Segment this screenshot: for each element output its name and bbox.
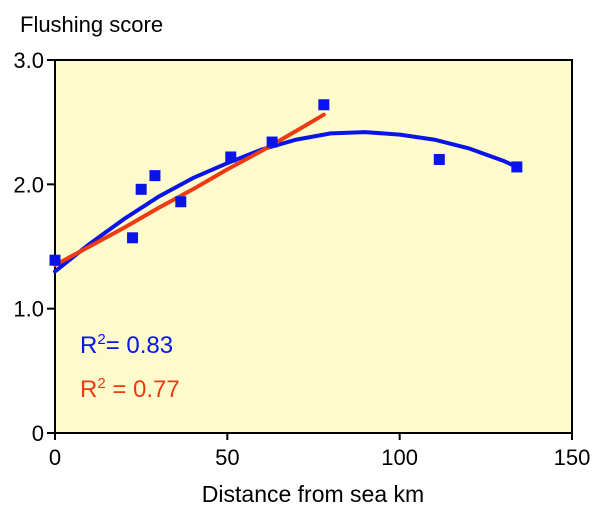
r2-annotation-red: R2 = 0.77	[80, 375, 180, 403]
data-point	[149, 170, 161, 182]
data-point	[49, 254, 61, 266]
y-tick-label: 1.0	[13, 297, 44, 322]
y-tick-label: 2.0	[13, 172, 44, 197]
r2-blue-sup: 2	[97, 331, 105, 348]
chart-title: Flushing score	[20, 12, 163, 37]
r2-annotation-blue: R2= 0.83	[80, 331, 173, 359]
data-point	[511, 161, 523, 173]
y-tick-label: 0	[32, 421, 44, 446]
r2-red-sup: 2	[97, 375, 105, 392]
r2-blue-value: = 0.83	[106, 332, 173, 359]
data-points	[49, 99, 523, 266]
x-axis-ticks: 0 50 100 150	[49, 433, 590, 470]
r2-red-base: R	[80, 376, 97, 403]
data-point	[135, 183, 147, 195]
y-tick-label: 3.0	[13, 48, 44, 73]
y-axis-ticks: 0 1.0 2.0 3.0	[13, 48, 55, 446]
fit-line-2	[53, 112, 326, 268]
data-point	[318, 99, 330, 111]
fit-line-1	[53, 130, 519, 274]
data-point	[225, 151, 237, 163]
x-tick-label: 50	[215, 445, 239, 470]
data-point	[175, 196, 187, 208]
x-tick-label: 0	[49, 445, 61, 470]
r2-blue-base: R	[80, 332, 97, 359]
data-point	[433, 153, 445, 165]
x-tick-label: 150	[554, 445, 591, 470]
x-tick-label: 100	[381, 445, 418, 470]
data-point	[127, 232, 139, 244]
data-point	[266, 136, 278, 148]
r2-red-value: = 0.77	[106, 376, 180, 403]
fit-lines	[53, 112, 519, 274]
x-axis-label: Distance from sea km	[202, 481, 424, 506]
